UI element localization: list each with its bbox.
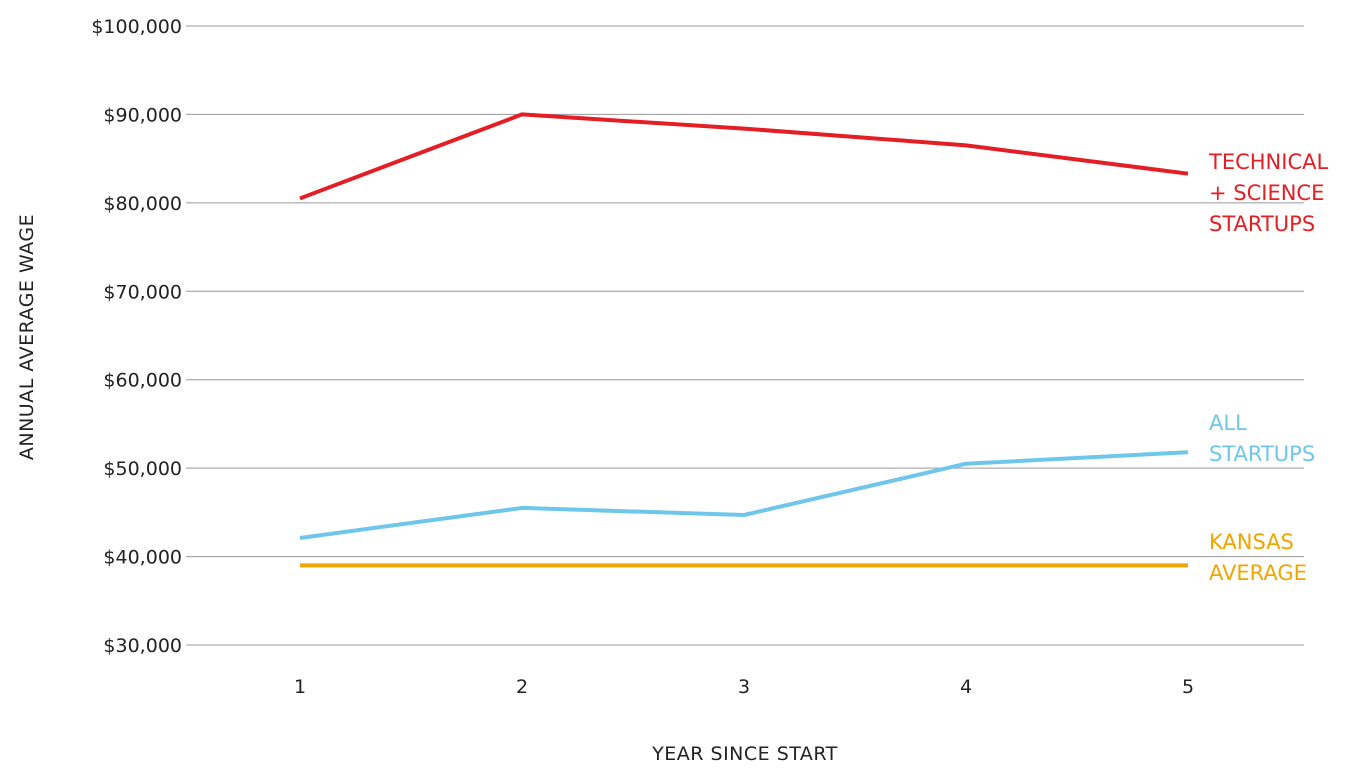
- series-label: TECHNICAL + SCIENCE STARTUPS: [1208, 150, 1328, 236]
- x-tick-label: 3: [738, 676, 750, 698]
- series-label-line: KANSAS: [1209, 530, 1294, 554]
- x-axis-title: YEAR SINCE START: [651, 743, 838, 765]
- x-tick-label: 2: [516, 676, 528, 698]
- y-tick-label: $40,000: [103, 547, 182, 569]
- y-tick-label: $90,000: [103, 104, 182, 126]
- series-label: ALL STARTUPS: [1209, 411, 1315, 466]
- series-label-line: STARTUPS: [1209, 442, 1315, 466]
- series-line: [299, 112, 1189, 201]
- series-labels: TECHNICAL + SCIENCE STARTUPS ALL STARTUPS KAN…: [1208, 150, 1328, 585]
- gridlines: [186, 25, 1304, 646]
- y-tick-label: $60,000: [103, 370, 182, 392]
- x-tick-label: 4: [960, 676, 972, 698]
- y-tick-label: $100,000: [91, 16, 182, 38]
- series-label-line: ALL: [1209, 411, 1247, 435]
- y-axis-title: ANNUAL AVERAGE WAGE: [16, 214, 38, 460]
- series-lines: [299, 112, 1189, 568]
- series-label-line: AVERAGE: [1209, 561, 1307, 585]
- x-axis-ticks: 1 2 3 4 5: [294, 676, 1194, 698]
- series-label-line: + SCIENCE: [1209, 181, 1324, 205]
- y-tick-label: $80,000: [103, 193, 182, 215]
- series-label-line: TECHNICAL: [1208, 150, 1328, 174]
- series-line: [299, 450, 1189, 540]
- x-tick-label: 5: [1182, 676, 1194, 698]
- y-axis-ticks: $30,000 $40,000 $50,000 $60,000 $70,000 $80,0…: [91, 16, 182, 657]
- series-label: KANSAS AVERAGE: [1209, 530, 1307, 585]
- x-tick-label: 1: [294, 676, 306, 698]
- y-tick-label: $70,000: [103, 281, 182, 303]
- y-tick-label: $30,000: [103, 635, 182, 657]
- y-tick-label: $50,000: [103, 458, 182, 480]
- series-label-line: STARTUPS: [1209, 212, 1315, 236]
